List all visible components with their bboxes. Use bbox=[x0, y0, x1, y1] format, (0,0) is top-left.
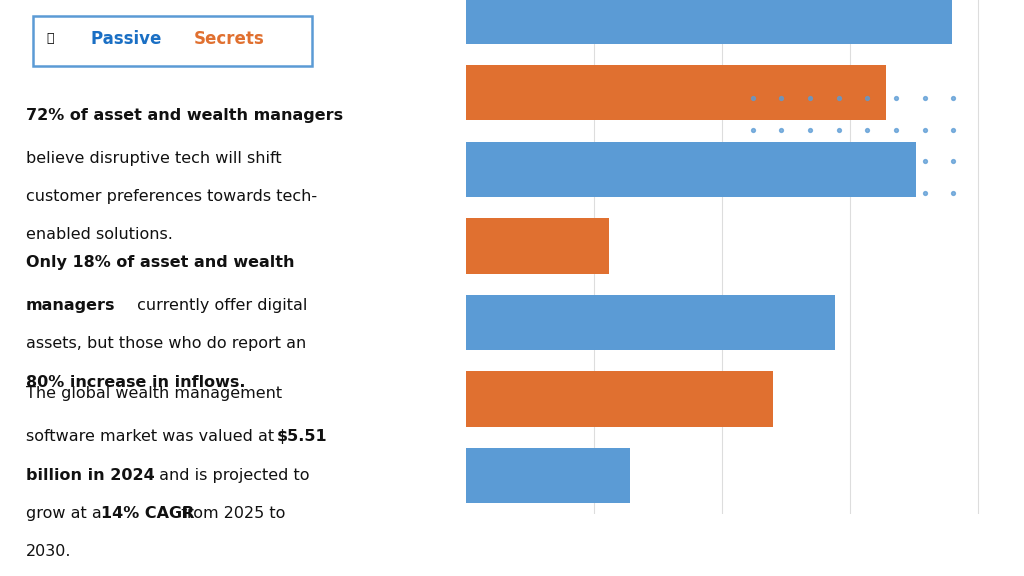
FancyBboxPatch shape bbox=[33, 16, 312, 66]
Text: Only 18% of asset and wealth: Only 18% of asset and wealth bbox=[26, 255, 294, 270]
Bar bbox=[466, 448, 630, 503]
Bar bbox=[466, 295, 835, 350]
Text: www.passivesecrets.com: www.passivesecrets.com bbox=[390, 541, 634, 560]
Text: 72% of asset and wealth managers: 72% of asset and wealth managers bbox=[26, 108, 343, 123]
Text: from 2025 to: from 2025 to bbox=[171, 506, 286, 521]
Text: 14% CAGR: 14% CAGR bbox=[101, 506, 195, 521]
Text: customer preferences towards tech-: customer preferences towards tech- bbox=[26, 189, 316, 204]
Text: The global wealth management: The global wealth management bbox=[26, 386, 282, 401]
Bar bbox=[466, 0, 952, 44]
Text: Passive: Passive bbox=[91, 30, 167, 48]
Bar bbox=[466, 142, 916, 197]
Text: managers: managers bbox=[26, 298, 115, 313]
Text: and is projected to: and is projected to bbox=[154, 468, 309, 483]
Text: 2030.: 2030. bbox=[26, 544, 71, 559]
Text: 80% increase in inflows.: 80% increase in inflows. bbox=[26, 374, 245, 389]
Text: believe disruptive tech will shift: believe disruptive tech will shift bbox=[26, 151, 282, 166]
Text: 🖥: 🖥 bbox=[47, 32, 54, 46]
Text: $5.51: $5.51 bbox=[276, 429, 327, 444]
Text: grow at a: grow at a bbox=[26, 506, 106, 521]
Text: Secrets: Secrets bbox=[194, 30, 264, 48]
Text: billion in 2024: billion in 2024 bbox=[26, 468, 155, 483]
Text: enabled solutions.: enabled solutions. bbox=[26, 228, 172, 242]
Text: software market was valued at: software market was valued at bbox=[26, 429, 279, 444]
Text: assets, but those who do report an: assets, but those who do report an bbox=[26, 336, 306, 351]
Bar bbox=[466, 218, 609, 274]
Text: currently offer digital: currently offer digital bbox=[132, 298, 307, 313]
Bar bbox=[466, 65, 886, 120]
Bar bbox=[466, 372, 773, 427]
